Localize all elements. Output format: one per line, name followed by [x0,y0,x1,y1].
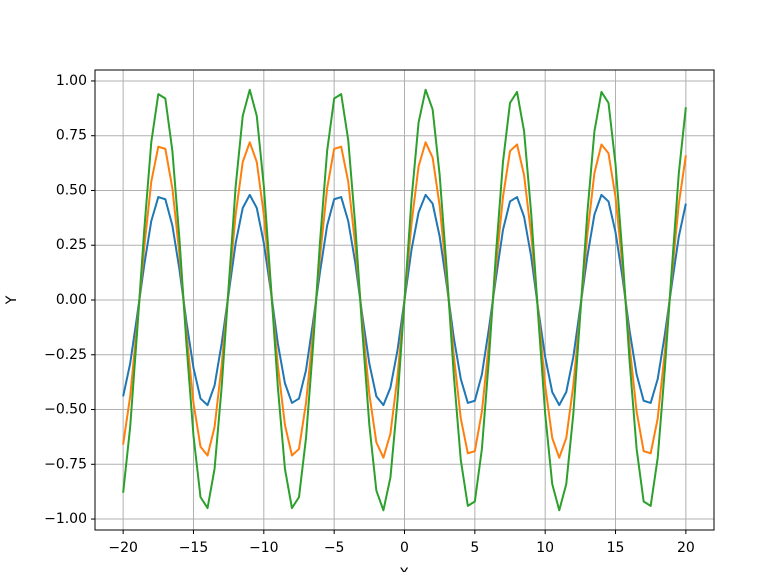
x-tick-label: 15 [607,540,625,556]
y-tick-label: −1.00 [44,511,87,527]
x-tick-label: 20 [677,540,695,556]
x-tick-label: 5 [470,540,479,556]
x-tick-label: 10 [536,540,554,556]
x-axis-label: X [399,566,409,572]
x-tick-label: −10 [249,540,279,556]
x-tick-label: −5 [324,540,345,556]
plot-frame [94,69,715,531]
data-line [122,88,687,512]
y-tick-label: −0.75 [44,456,87,472]
y-tick-label: 1.00 [56,73,87,89]
y-tick-label: −0.25 [44,347,87,363]
y-tick-label: 0.00 [56,292,87,308]
y-tick-label: 0.75 [56,128,87,144]
y-tick-label: 0.50 [56,182,87,198]
y-tick-label: −0.50 [44,402,87,418]
x-tick-label: −15 [179,540,209,556]
y-tick-label: 0.25 [56,237,87,253]
x-tick-label: 0 [400,540,409,556]
y-axis-label: Y [4,295,20,305]
x-tick-label: −20 [108,540,138,556]
